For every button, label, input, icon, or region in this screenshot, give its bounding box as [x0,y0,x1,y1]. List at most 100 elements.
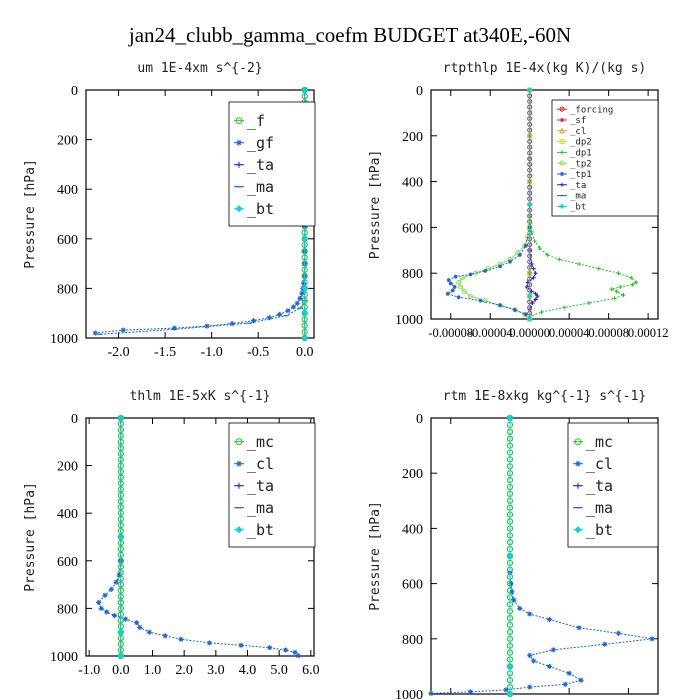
legend-marker [574,526,582,534]
data-point [533,271,538,276]
data-point [468,272,473,277]
data-point [527,316,533,322]
x-tick-label: 1.0 [144,663,162,678]
data-point [120,327,126,333]
data-point [134,620,140,626]
legend-marker [575,460,581,467]
data-point [523,243,528,248]
y-tick-label: 0 [71,412,78,427]
y-tick-label: 200 [402,467,423,482]
y-tick-label: 200 [57,460,78,475]
y-axis-label: Pressure [hPa] [23,482,38,592]
data-point [297,295,303,301]
data-point [523,312,528,317]
legend-entry: _ma [247,499,274,517]
legend: _f _gf _ta _ma _bt [228,101,316,227]
data-point [111,612,118,619]
legend-entry: _bt [570,203,586,213]
legend-entry: _f [247,112,265,130]
x-tick-label: -1.0 [201,345,223,360]
legend-marker [235,526,243,534]
data-point [450,288,455,293]
legend-entry: _ma [586,499,613,517]
data-point [616,271,621,276]
data-point [295,652,301,659]
panel-title: um 1E-4xm s^{-2} [137,61,262,76]
data-point [102,592,108,598]
data-point [462,289,468,295]
legend-marker [559,127,565,134]
x-tick-label: 2.0 [175,663,193,678]
x-tick-label: 0.00008 [588,326,629,340]
data-point [113,579,119,585]
chart-panel-rtpthlp: rtpthlp 1E-4x(kg K)/(kg s) Pressure [hPa]… [368,61,668,340]
data-point [301,86,308,94]
x-tick-label: 0.0 [296,345,314,360]
data-point [301,235,308,242]
data-point [498,303,503,308]
legend-entry: _cl [247,455,274,473]
legend-marker [236,460,242,467]
series-bt [506,414,514,698]
legend-entry: _bt [247,521,274,539]
y-tick-label: 800 [402,267,423,282]
data-point [537,246,542,251]
y-tick-label: 400 [402,176,423,191]
data-point [527,611,533,617]
y-tick-label: 1000 [50,650,78,665]
data-point [509,589,515,595]
x-tick-label: 0.0 [112,663,130,678]
series-cl [428,415,655,697]
data-point [529,229,534,234]
data-point [456,279,462,285]
data-point [266,315,272,321]
x-tick-label: 0.00004 [549,326,590,340]
y-tick-label: 200 [402,130,423,145]
legend: _forcing_sf_cl_dp2_dp1_tp2_tp1_ta_ma_bt [551,99,659,217]
legend-entry: _ta [247,477,274,495]
data-point [618,284,623,289]
legend-entry: _ma [570,192,586,202]
data-point [292,649,298,656]
data-point [507,259,512,264]
data-point [467,293,473,299]
y-tick-label: 600 [402,578,423,593]
y-tick-label: 800 [402,633,423,648]
data-point [301,280,307,287]
data-point [229,321,235,327]
data-point [629,275,634,280]
legend-entry: _ta [570,181,586,191]
legend-entry: _tp1 [570,170,592,180]
data-point [98,605,104,611]
legend-entry: _ta [586,477,613,495]
legend-marker [560,182,564,187]
legend-marker [236,161,242,168]
legend-marker [560,171,564,176]
data-point [290,304,297,310]
data-point [531,275,536,280]
data-point [649,636,655,642]
data-point [517,605,523,612]
y-tick-label: 1000 [50,332,78,347]
data-point [517,252,522,257]
legend-entry: _sf [570,116,586,126]
chart-panel-rtm: rtm 1E-8xkg kg^{-1} s^{-1} Pressure [hPa]… [368,389,659,700]
legend-entry: _mc [247,433,274,451]
series-line [98,418,299,656]
data-point [527,293,533,299]
data-point [557,257,562,262]
y-tick-label: 200 [57,134,78,149]
data-point [612,296,617,301]
series-tp2 [456,87,533,322]
data-point [511,597,517,603]
x-tick-label: 0.00000 [509,326,550,340]
y-axis-label: Pressure [hPa] [368,501,383,611]
data-point [577,262,582,267]
data-point [527,87,533,93]
data-point [503,687,509,693]
series-bt [117,414,124,660]
data-point [533,291,538,296]
data-point [482,298,488,304]
data-point [539,310,544,315]
data-point [162,633,168,639]
